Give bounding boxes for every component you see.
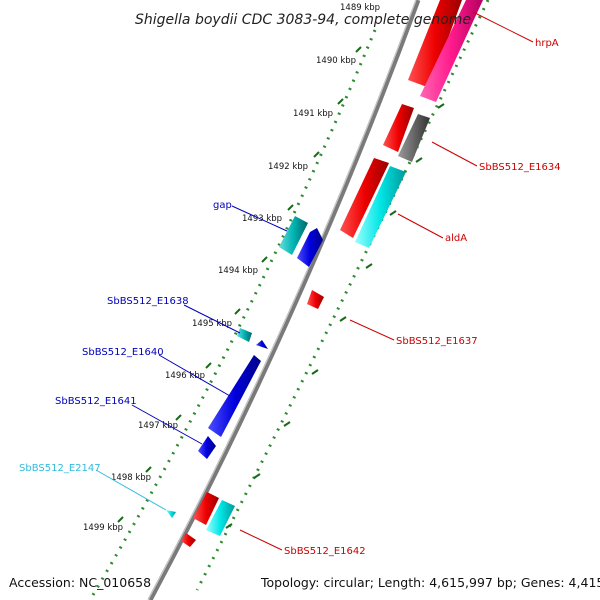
gene-SbBS512-E1638-blue[interactable] — [256, 340, 268, 349]
gene-SbBS512-E1641[interactable] — [198, 436, 216, 459]
tick-mark — [355, 46, 362, 53]
ruler-labels: 1489 kbp 1490 kbp 1491 kbp 1492 kbp 1493… — [83, 3, 380, 533]
tick-mark — [311, 369, 319, 375]
kbp-label: 1498 kbp — [111, 473, 151, 483]
gene-SbBS512-E1642-cyan[interactable] — [206, 500, 235, 536]
gene-gap-teal[interactable] — [279, 216, 308, 255]
leader-lines — [95, 11, 534, 551]
gene-label-SbBS512-E1642[interactable]: SbBS512_E1642 — [284, 546, 366, 557]
gene-SbBS512-E1642-red[interactable] — [193, 492, 219, 525]
gene-SbBS512-E1634-grey[interactable] — [398, 114, 430, 162]
tick-mark — [117, 516, 124, 523]
ruler-track-inner — [195, 0, 490, 591]
genome-backbone — [147, 0, 421, 600]
gene-label-gap[interactable]: gap — [213, 200, 232, 211]
gene-label-SbBS512-E2147[interactable]: SbBS512_E2147 — [19, 463, 101, 474]
gene-SbBS512-E2147[interactable] — [166, 510, 176, 518]
gene-aldA-cyan[interactable] — [355, 166, 406, 248]
kbp-label: 1494 kbp — [218, 266, 258, 276]
tick-mark — [205, 362, 212, 369]
gene-gap-blue[interactable] — [297, 228, 323, 267]
tick-mark — [234, 308, 241, 315]
ruler-ticks — [117, 46, 445, 529]
feature-labels: hrpA SbBS512_E1634 aldA SbBS512_E1637 Sb… — [19, 38, 561, 557]
gene-SbBS512-E1640[interactable] — [208, 355, 261, 437]
tick-mark — [175, 414, 182, 421]
gene-label-hrpA[interactable]: hrpA — [535, 38, 559, 49]
tick-mark — [337, 98, 344, 105]
reverse-features — [166, 216, 323, 518]
tick-mark — [283, 421, 291, 427]
topology-text: Topology: circular; Length: 4,615,997 bp… — [260, 575, 600, 590]
gene-SbBS512-E1634-red[interactable] — [383, 104, 414, 152]
accession-text: Accession: NC_010658 — [9, 575, 151, 590]
kbp-label: 1497 kbp — [138, 421, 178, 431]
tick-mark — [437, 103, 445, 109]
kbp-label: 1490 kbp — [316, 56, 356, 66]
tick-mark — [287, 204, 294, 211]
gene-label-SbBS512-E1641[interactable]: SbBS512_E1641 — [55, 396, 137, 407]
gene-aldA-red[interactable] — [340, 158, 389, 238]
map-title: Shigella boydii CDC 3083-94, complete ge… — [135, 12, 471, 28]
kbp-label: 1491 kbp — [293, 109, 333, 119]
kbp-label: 1499 kbp — [83, 523, 123, 533]
forward-features — [181, 0, 483, 547]
tick-mark — [253, 473, 261, 479]
kbp-label: 1492 kbp — [268, 162, 308, 172]
gene-SbBS512-E1637[interactable] — [307, 290, 324, 309]
gene-label-SbBS512-E1638[interactable]: SbBS512_E1638 — [107, 296, 189, 307]
tick-mark — [145, 466, 152, 473]
kbp-label: 1496 kbp — [165, 371, 205, 381]
tick-mark — [313, 151, 320, 158]
gene-small-red[interactable] — [181, 533, 196, 547]
gene-hrpA-pink[interactable] — [420, 0, 483, 102]
gene-label-aldA[interactable]: aldA — [445, 233, 467, 244]
gene-label-SbBS512-E1634[interactable]: SbBS512_E1634 — [479, 162, 561, 173]
tick-mark — [415, 157, 423, 163]
gene-label-SbBS512-E1637[interactable]: SbBS512_E1637 — [396, 336, 478, 347]
tick-mark — [225, 523, 233, 529]
gene-hrpA-red[interactable] — [408, 0, 462, 88]
tick-mark — [389, 210, 397, 216]
gene-label-SbBS512-E1640[interactable]: SbBS512_E1640 — [82, 347, 164, 358]
gene-SbBS512-E1638-teal[interactable] — [237, 328, 252, 342]
ruler-track-outer — [88, 29, 377, 600]
kbp-label: 1489 kbp — [340, 3, 380, 13]
kbp-label: 1495 kbp — [192, 319, 232, 329]
tick-mark — [339, 316, 347, 322]
tick-mark — [365, 263, 373, 269]
kbp-label: 1493 kbp — [242, 214, 282, 224]
tick-mark — [261, 256, 268, 263]
